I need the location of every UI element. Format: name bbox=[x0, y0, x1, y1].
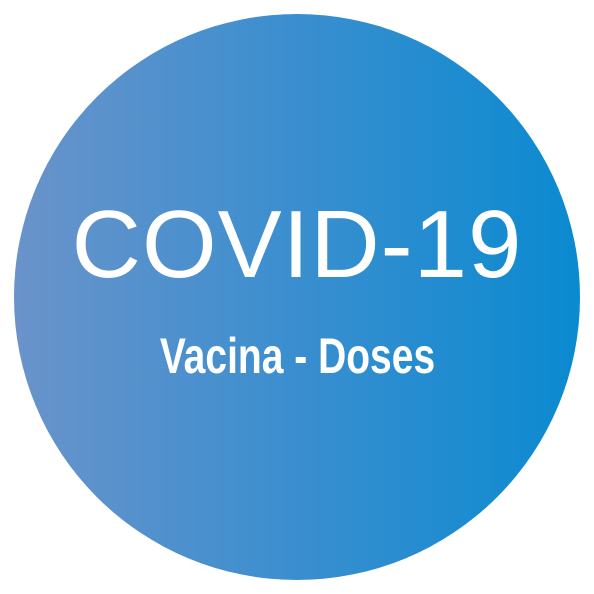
badge-subtitle: Vacina - Doses bbox=[159, 328, 435, 384]
badge-subtitle-wrapper: Vacina - Doses bbox=[0, 324, 594, 388]
circle-badge bbox=[14, 14, 580, 580]
badge-title: COVID-19 bbox=[71, 191, 523, 298]
